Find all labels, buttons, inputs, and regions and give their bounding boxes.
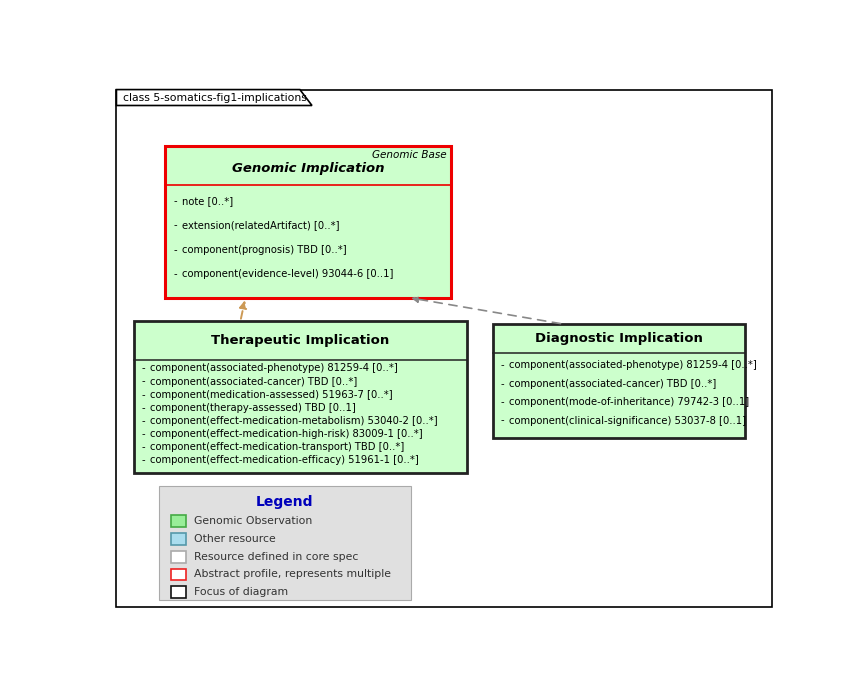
Text: Other resource: Other resource <box>193 534 276 544</box>
Text: -: - <box>142 442 146 452</box>
Text: component(therapy-assessed) TBD [0..1]: component(therapy-assessed) TBD [0..1] <box>150 403 355 413</box>
Text: -: - <box>501 415 505 426</box>
Bar <box>166 146 451 298</box>
Text: Genomic Observation: Genomic Observation <box>193 516 312 526</box>
Text: class 5-somatics-fig1-implications: class 5-somatics-fig1-implications <box>123 92 307 103</box>
Text: component(effect-medication-metabolism) 53040-2 [0..*]: component(effect-medication-metabolism) … <box>150 416 438 426</box>
Text: component(effect-medication-high-risk) 83009-1 [0..*]: component(effect-medication-high-risk) 8… <box>150 429 422 439</box>
Text: component(medication-assessed) 51963-7 [0..*]: component(medication-assessed) 51963-7 [… <box>150 390 393 400</box>
Text: component(evidence-level) 93044-6 [0..1]: component(evidence-level) 93044-6 [0..1] <box>181 269 393 279</box>
Text: -: - <box>142 403 146 413</box>
Text: component(associated-phenotype) 81259-4 [0..*]: component(associated-phenotype) 81259-4 … <box>509 360 757 370</box>
Text: -: - <box>142 455 146 465</box>
Bar <box>171 551 186 562</box>
Text: component(associated-cancer) TBD [0..*]: component(associated-cancer) TBD [0..*] <box>509 379 716 389</box>
Text: Therapeutic Implication: Therapeutic Implication <box>211 334 389 347</box>
Text: component(associated-phenotype) 81259-4 [0..*]: component(associated-phenotype) 81259-4 … <box>150 364 398 373</box>
Text: Abstract profile, represents multiple: Abstract profile, represents multiple <box>193 569 391 579</box>
Text: -: - <box>173 220 177 230</box>
Text: component(mode-of-inheritance) 79742-3 [0..1]: component(mode-of-inheritance) 79742-3 [… <box>509 397 749 407</box>
Text: component(prognosis) TBD [0..*]: component(prognosis) TBD [0..*] <box>181 245 346 255</box>
Text: -: - <box>173 196 177 206</box>
Text: -: - <box>142 364 146 373</box>
Text: Genomic Implication: Genomic Implication <box>232 162 385 175</box>
Text: component(effect-medication-efficacy) 51961-1 [0..*]: component(effect-medication-efficacy) 51… <box>150 455 419 465</box>
Text: Genomic Base: Genomic Base <box>372 150 447 160</box>
Text: extension(relatedArtifact) [0..*]: extension(relatedArtifact) [0..*] <box>181 220 339 230</box>
Text: -: - <box>142 377 146 387</box>
Text: -: - <box>501 360 505 370</box>
Bar <box>159 486 411 600</box>
Polygon shape <box>116 90 312 105</box>
Text: -: - <box>501 379 505 389</box>
Bar <box>134 321 466 473</box>
Bar <box>171 586 186 598</box>
Bar <box>171 533 186 545</box>
Text: note [0..*]: note [0..*] <box>181 196 232 206</box>
Text: component(associated-cancer) TBD [0..*]: component(associated-cancer) TBD [0..*] <box>150 377 357 387</box>
Bar <box>171 568 186 580</box>
Text: -: - <box>142 429 146 439</box>
Text: -: - <box>142 390 146 400</box>
Text: -: - <box>142 416 146 426</box>
Text: Legend: Legend <box>256 495 314 509</box>
Text: -: - <box>501 397 505 407</box>
Text: component(effect-medication-transport) TBD [0..*]: component(effect-medication-transport) T… <box>150 442 404 452</box>
Text: Diagnostic Implication: Diagnostic Implication <box>535 332 702 345</box>
Text: -: - <box>173 245 177 255</box>
Bar <box>492 324 745 438</box>
Bar <box>171 515 186 527</box>
Text: -: - <box>173 269 177 279</box>
Text: component(clinical-significance) 53037-8 [0..1]: component(clinical-significance) 53037-8… <box>509 415 746 426</box>
Text: Focus of diagram: Focus of diagram <box>193 587 288 597</box>
Text: Resource defined in core spec: Resource defined in core spec <box>193 552 358 562</box>
